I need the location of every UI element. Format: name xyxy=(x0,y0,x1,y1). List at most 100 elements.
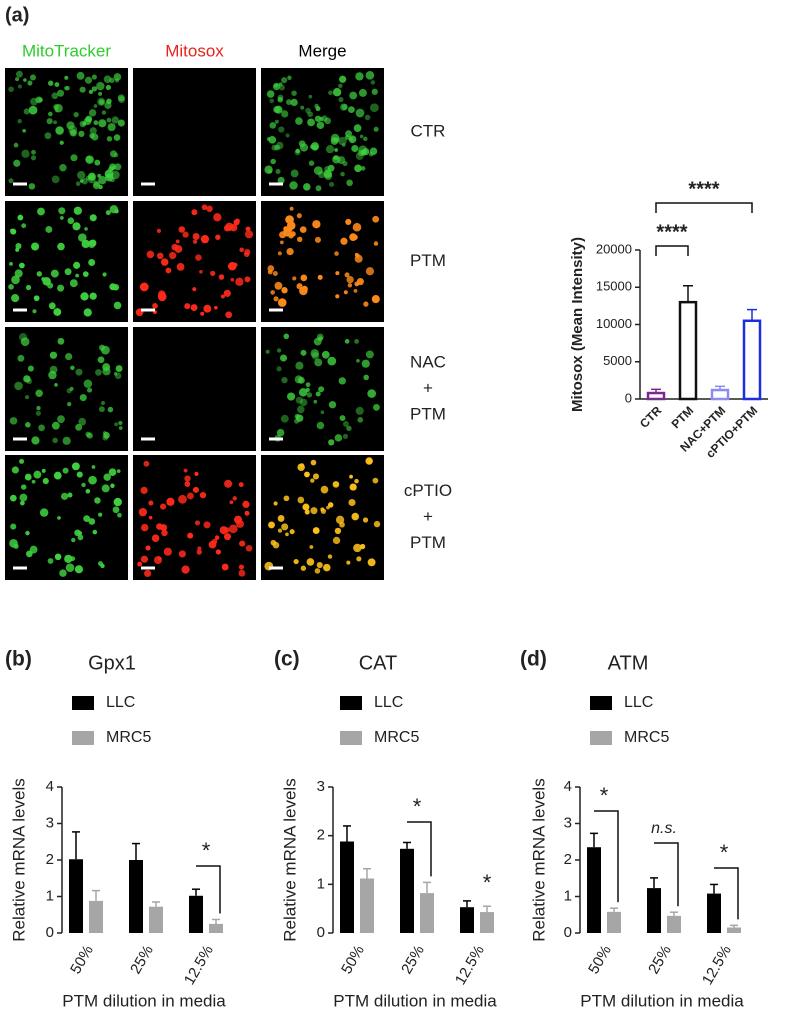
cell xyxy=(292,276,297,281)
cell xyxy=(59,569,67,577)
cell xyxy=(175,239,180,244)
cell xyxy=(105,210,111,216)
cell xyxy=(213,305,218,310)
cell xyxy=(206,205,213,213)
cell xyxy=(324,117,332,125)
cell xyxy=(62,467,69,474)
cell xyxy=(69,129,78,137)
cell xyxy=(273,501,278,506)
cell xyxy=(20,337,30,347)
cell xyxy=(25,284,32,291)
cell xyxy=(105,84,111,91)
cell xyxy=(310,507,318,515)
cell xyxy=(31,436,40,445)
cell xyxy=(348,499,356,507)
legend-swatch xyxy=(340,696,362,710)
cell xyxy=(35,96,43,104)
cell xyxy=(244,276,251,283)
cell xyxy=(140,555,148,563)
cell xyxy=(10,228,17,235)
cell xyxy=(57,415,65,424)
cell xyxy=(196,549,202,555)
cell xyxy=(72,222,81,231)
cell xyxy=(64,75,69,80)
cell xyxy=(295,117,303,125)
cell xyxy=(295,396,303,404)
cell xyxy=(39,508,49,517)
cell xyxy=(15,243,22,250)
cell xyxy=(157,556,162,561)
cell xyxy=(314,236,321,243)
cell xyxy=(349,233,357,242)
cell xyxy=(73,112,79,118)
cell xyxy=(359,134,364,139)
cell xyxy=(101,484,110,493)
cell xyxy=(35,389,43,398)
cell xyxy=(144,569,152,577)
cell xyxy=(224,479,233,488)
legend-label: LLC xyxy=(106,694,135,711)
cell xyxy=(57,516,61,520)
cell xyxy=(33,295,40,302)
cell xyxy=(17,118,22,124)
cell xyxy=(313,337,322,346)
cell xyxy=(307,111,314,118)
cell xyxy=(103,473,111,481)
cell xyxy=(98,91,103,96)
cell xyxy=(354,281,360,287)
cell xyxy=(62,436,71,445)
y-tick-label: 3 xyxy=(46,814,54,831)
cell xyxy=(57,242,65,251)
cell xyxy=(215,234,221,240)
cell xyxy=(294,375,303,384)
cell xyxy=(346,179,353,187)
cell xyxy=(346,425,352,432)
significance-label: **** xyxy=(688,178,719,200)
bar xyxy=(149,906,163,933)
cell xyxy=(344,339,350,344)
cell xyxy=(362,148,370,156)
cell xyxy=(228,524,238,534)
cell xyxy=(168,251,177,260)
cell xyxy=(346,560,351,565)
cell xyxy=(273,106,280,113)
y-tick-label: 3 xyxy=(317,778,325,795)
y-tick-label: 2 xyxy=(317,827,325,844)
row-label: PTM xyxy=(410,251,446,270)
cell xyxy=(103,75,112,83)
bar xyxy=(69,859,83,933)
cell xyxy=(281,287,288,294)
cell xyxy=(20,484,27,490)
x-tick-label: 12.5% xyxy=(181,942,217,987)
cell xyxy=(242,500,250,509)
cell xyxy=(291,90,297,96)
bar xyxy=(460,907,474,933)
cell xyxy=(178,494,187,504)
cell xyxy=(225,311,233,319)
cell xyxy=(107,406,114,413)
cell xyxy=(42,477,49,485)
bar xyxy=(400,848,414,933)
cell xyxy=(113,134,121,141)
cell xyxy=(310,478,315,483)
y-tick-label: 15000 xyxy=(596,279,632,294)
cell xyxy=(77,534,84,541)
cell xyxy=(349,474,353,479)
cell xyxy=(9,417,18,425)
cell xyxy=(289,181,298,190)
cell xyxy=(85,155,94,164)
cell xyxy=(13,159,21,167)
cell xyxy=(66,121,75,130)
cell xyxy=(215,549,222,555)
cell xyxy=(71,462,80,471)
cell xyxy=(308,94,313,99)
cell xyxy=(323,563,331,572)
cell xyxy=(328,401,337,409)
cell xyxy=(137,561,143,567)
cell xyxy=(65,563,75,573)
cell xyxy=(316,421,325,430)
cell xyxy=(84,227,88,231)
cell xyxy=(35,410,41,416)
cell xyxy=(305,107,311,114)
bar xyxy=(209,923,223,933)
